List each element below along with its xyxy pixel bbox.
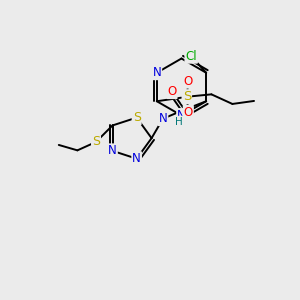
- Text: O: O: [184, 106, 193, 119]
- Text: Cl: Cl: [185, 50, 197, 63]
- Text: S: S: [92, 136, 100, 148]
- Text: N: N: [159, 112, 167, 125]
- Text: N: N: [177, 109, 186, 122]
- Text: H: H: [175, 117, 182, 127]
- Text: S: S: [133, 111, 141, 124]
- Text: N: N: [132, 152, 141, 165]
- Text: S: S: [183, 90, 191, 103]
- Text: O: O: [184, 75, 193, 88]
- Text: N: N: [108, 144, 117, 157]
- Text: N: N: [152, 66, 161, 79]
- Text: O: O: [167, 85, 177, 98]
